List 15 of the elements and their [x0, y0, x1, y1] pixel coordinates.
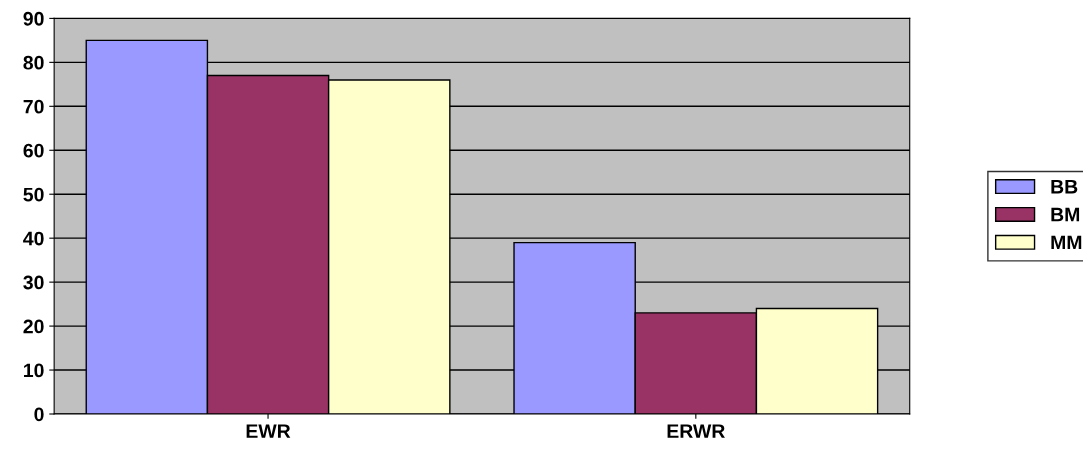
- y-tick-label: 60: [23, 143, 44, 158]
- y-tick-label: 0: [34, 407, 44, 422]
- y-tick-label: 70: [23, 99, 44, 114]
- x-tick-label: EWR: [246, 424, 291, 438]
- y-tick-label: 40: [23, 231, 44, 246]
- x-tick-label: ERWR: [667, 424, 725, 438]
- y-tick-label: 80: [23, 55, 44, 70]
- legend-label: MM: [1051, 235, 1082, 250]
- y-tick-label: 20: [23, 319, 44, 334]
- y-tick-label: 10: [24, 363, 44, 378]
- y-tick-label: 50: [23, 187, 44, 202]
- legend-label: BM: [1051, 207, 1080, 222]
- legend-label: BB: [1051, 180, 1078, 194]
- y-tick-label: 30: [23, 275, 44, 290]
- y-tick-label: 90: [23, 11, 44, 26]
